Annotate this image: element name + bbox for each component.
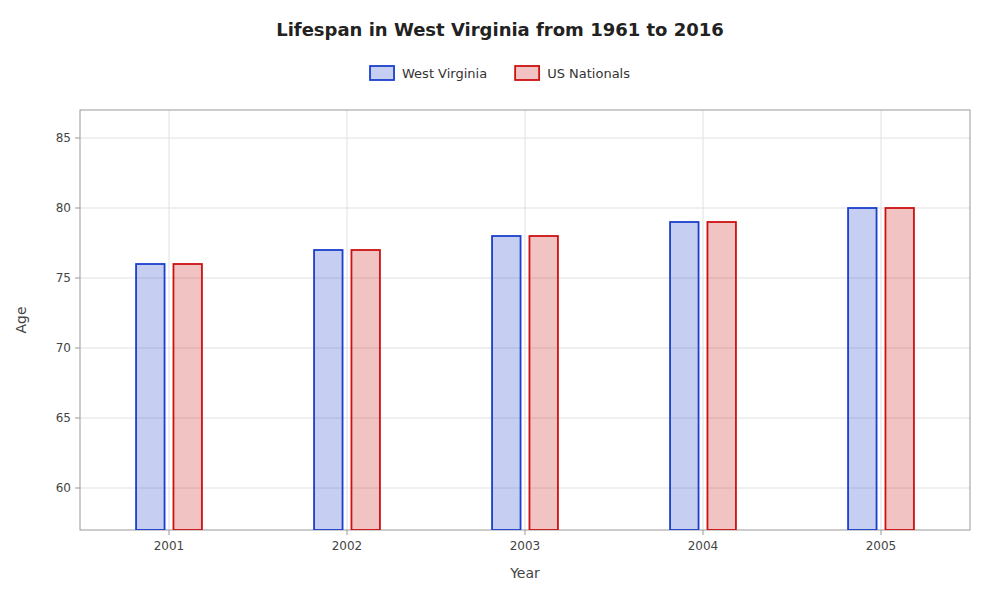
- bar: [173, 264, 201, 530]
- bar: [492, 236, 520, 530]
- bar: [351, 250, 379, 530]
- bar: [707, 222, 735, 530]
- x-tick: [881, 530, 882, 535]
- bars: [136, 208, 914, 530]
- x-tick-label: 2001: [154, 539, 185, 553]
- bar: [848, 208, 876, 530]
- title: Lifespan in West Virginia from 1961 to 2…: [276, 19, 724, 40]
- grid: [80, 110, 970, 530]
- y-tick: [75, 138, 80, 139]
- x-tick-label: 2004: [688, 539, 719, 553]
- y-tick-label: 85: [56, 131, 71, 145]
- x-tick-label: 2002: [332, 539, 363, 553]
- legend-swatch: [515, 66, 539, 80]
- legend: West Virginia US Nationals: [370, 66, 630, 81]
- x-tick-label: 2005: [866, 539, 897, 553]
- y-axis-label: Age: [13, 306, 29, 333]
- legend-item: US Nationals: [515, 66, 630, 81]
- y-tick-label: 60: [56, 481, 71, 495]
- x-tick: [525, 530, 526, 535]
- y-tick: [75, 278, 80, 279]
- x-tick-label: 2003: [510, 539, 541, 553]
- grid-line-x: [525, 110, 526, 530]
- y-tick-label: 70: [56, 341, 71, 355]
- y-tick: [75, 488, 80, 489]
- x-tick: [347, 530, 348, 535]
- axes: 60 65 70 75 80 85 2001 2002 2003 2004 2005: [56, 131, 897, 553]
- chart-svg: 60 65 70 75 80 85 2001 2002 2003 2004 2005 Lifespan…: [0, 0, 1000, 600]
- grid-line-x: [703, 110, 704, 530]
- legend-label: US Nationals: [547, 66, 630, 81]
- y-tick-label: 75: [56, 271, 71, 285]
- bar: [529, 236, 557, 530]
- x-tick: [169, 530, 170, 535]
- bar: [314, 250, 342, 530]
- y-tick-label: 80: [56, 201, 71, 215]
- plot-frame: [80, 110, 970, 530]
- grid-line-x: [881, 110, 882, 530]
- legend-label: West Virginia: [402, 66, 487, 81]
- legend-swatch: [370, 66, 394, 80]
- x-axis-label: Year: [509, 565, 540, 581]
- y-tick: [75, 208, 80, 209]
- grid-line-x: [169, 110, 170, 530]
- legend-item: West Virginia: [370, 66, 487, 81]
- x-tick: [703, 530, 704, 535]
- bar: [885, 208, 913, 530]
- y-tick: [75, 348, 80, 349]
- bar: [136, 264, 164, 530]
- y-tick-label: 65: [56, 411, 71, 425]
- chart-container: 60 65 70 75 80 85 2001 2002 2003 2004 2005 Lifespan…: [0, 0, 1000, 600]
- y-tick: [75, 418, 80, 419]
- grid-line-x: [347, 110, 348, 530]
- bar: [670, 222, 698, 530]
